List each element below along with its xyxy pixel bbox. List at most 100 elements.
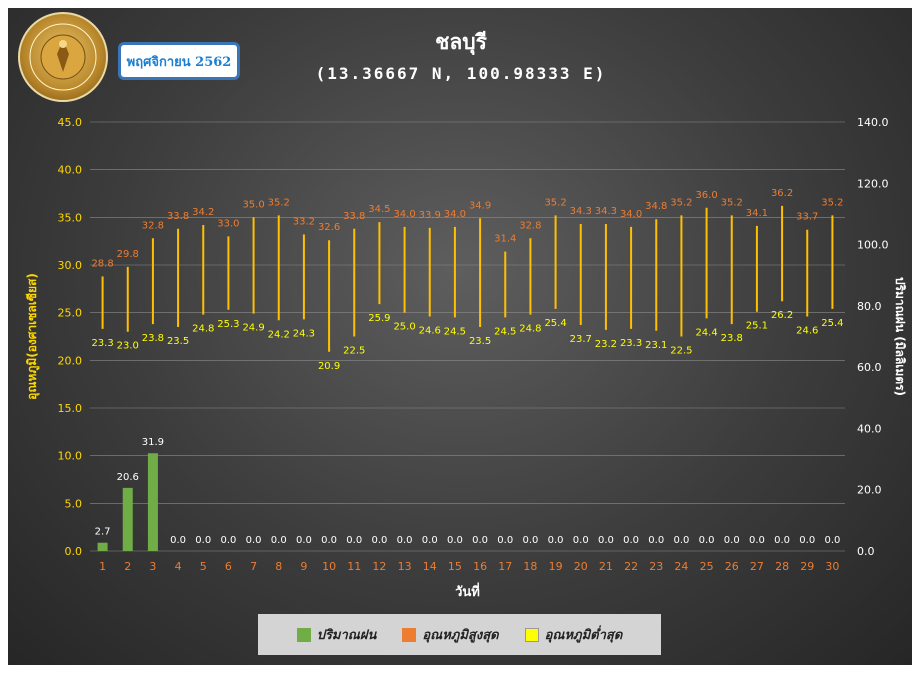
max-temp-data-label: 34.0 (444, 209, 466, 220)
min-temp-data-label: 25.9 (368, 313, 390, 324)
x-tick-label: 4 (175, 560, 182, 573)
legend-swatch-max-temp (402, 627, 417, 642)
chart-subtitle: (13.36667 N, 100.98333 E) (315, 64, 607, 83)
month-label: พฤศจิกายน 2562 (118, 42, 240, 80)
max-temp-data-label: 34.3 (595, 206, 617, 217)
x-tick-label: 18 (523, 560, 537, 573)
x-tick-label: 26 (725, 560, 739, 573)
max-temp-data-label: 35.2 (821, 197, 843, 208)
y-right-tick-label: 100.0 (857, 239, 889, 252)
rain-data-label: 31.9 (142, 437, 164, 448)
rain-data-label: 0.0 (548, 535, 564, 546)
rain-data-label: 0.0 (824, 535, 840, 546)
y-left-tick-label: 35.0 (58, 211, 83, 224)
x-tick-label: 19 (549, 560, 563, 573)
min-temp-data-label: 24.4 (695, 327, 717, 338)
max-temp-data-label: 34.9 (469, 200, 491, 211)
y-left-tick-label: 20.0 (58, 354, 83, 367)
legend-swatch-rain (296, 627, 311, 642)
legend-item-min-temp: อุณหภูมิต่ำสุด (524, 624, 623, 645)
rain-data-label: 0.0 (346, 535, 362, 546)
max-temp-data-label: 34.1 (746, 208, 768, 219)
meteorological-department-logo (18, 12, 108, 102)
y-right-tick-label: 60.0 (857, 361, 882, 374)
y-left-axis-title: อุณหภูมิ(องศาเซลเซียส) (25, 273, 40, 400)
y-left-tick-label: 45.0 (58, 116, 83, 129)
x-tick-label: 15 (448, 560, 462, 573)
max-temp-data-label: 33.7 (796, 212, 818, 223)
max-temp-data-label: 32.8 (142, 220, 164, 231)
y-right-tick-label: 40.0 (857, 422, 882, 435)
rain-data-label: 2.7 (95, 527, 111, 538)
y-right-tick-label: 80.0 (857, 300, 882, 313)
min-temp-data-label: 23.0 (117, 341, 139, 352)
legend-label-rain: ปริมาณฝน (316, 628, 377, 643)
min-temp-data-label: 23.1 (645, 340, 667, 351)
min-temp-data-label: 24.3 (293, 328, 315, 339)
chart-background (8, 8, 912, 665)
x-tick-label: 5 (200, 560, 207, 573)
min-temp-data-label: 24.9 (242, 323, 264, 334)
min-temp-data-label: 22.5 (343, 346, 365, 357)
y-left-tick-label: 10.0 (58, 450, 83, 463)
legend: ปริมาณฝน อุณหภูมิสูงสุด อุณหภูมิต่ำสุด (258, 614, 661, 655)
y-right-tick-label: 140.0 (857, 116, 889, 129)
x-tick-label: 20 (574, 560, 588, 573)
min-temp-data-label: 24.8 (192, 324, 214, 335)
rain-data-label: 0.0 (799, 535, 815, 546)
min-temp-data-label: 25.3 (217, 319, 239, 330)
rain-data-label: 20.6 (117, 472, 139, 483)
y-left-tick-label: 25.0 (58, 307, 83, 320)
max-temp-data-label: 28.8 (91, 258, 113, 269)
max-temp-data-label: 33.2 (293, 216, 315, 227)
min-temp-data-label: 26.2 (771, 310, 793, 321)
rain-data-label: 0.0 (573, 535, 589, 546)
min-temp-data-label: 24.5 (444, 326, 466, 337)
max-temp-data-label: 29.8 (117, 249, 139, 260)
min-temp-data-label: 25.4 (544, 318, 566, 329)
rain-data-label: 0.0 (598, 535, 614, 546)
max-temp-data-label: 35.2 (721, 197, 743, 208)
min-temp-data-label: 24.6 (419, 325, 441, 336)
max-temp-data-label: 34.2 (192, 207, 214, 218)
x-tick-label: 2 (124, 560, 131, 573)
rain-data-label: 0.0 (447, 535, 463, 546)
min-temp-data-label: 23.5 (167, 336, 189, 347)
x-tick-label: 28 (775, 560, 789, 573)
min-temp-data-label: 23.8 (142, 333, 164, 344)
rain-data-label: 0.0 (648, 535, 664, 546)
legend-swatch-min-temp (524, 627, 539, 642)
x-tick-label: 1 (99, 560, 106, 573)
x-tick-label: 21 (599, 560, 613, 573)
rain-data-label: 0.0 (195, 535, 211, 546)
min-temp-data-label: 25.0 (393, 322, 415, 333)
rain-data-label: 0.0 (422, 535, 438, 546)
rain-data-label: 0.0 (472, 535, 488, 546)
min-temp-data-label: 22.5 (670, 346, 692, 357)
x-tick-label: 10 (322, 560, 336, 573)
rain-data-label: 0.0 (271, 535, 287, 546)
max-temp-data-label: 32.6 (318, 222, 340, 233)
min-temp-data-label: 23.3 (620, 338, 642, 349)
rain-data-label: 0.0 (522, 535, 538, 546)
rain-bar (147, 453, 158, 551)
max-temp-data-label: 33.8 (343, 211, 365, 222)
rain-data-label: 0.0 (220, 535, 236, 546)
rain-data-label: 0.0 (623, 535, 639, 546)
min-temp-data-label: 24.2 (268, 329, 290, 340)
x-tick-label: 6 (225, 560, 232, 573)
y-right-tick-label: 0.0 (857, 545, 875, 558)
x-tick-label: 22 (624, 560, 638, 573)
max-temp-data-label: 36.2 (771, 188, 793, 199)
x-tick-label: 24 (674, 560, 688, 573)
x-tick-label: 17 (498, 560, 512, 573)
x-tick-label: 7 (250, 560, 257, 573)
max-temp-data-label: 33.0 (217, 218, 239, 229)
x-tick-label: 23 (649, 560, 663, 573)
y-right-axis-title: ปริมาณฝน (มิลลิเมตร) (893, 277, 907, 396)
x-tick-label: 8 (275, 560, 282, 573)
rain-bar (122, 487, 133, 551)
max-temp-data-label: 33.8 (167, 211, 189, 222)
legend-label-min-temp: อุณหภูมิต่ำสุด (544, 628, 623, 643)
